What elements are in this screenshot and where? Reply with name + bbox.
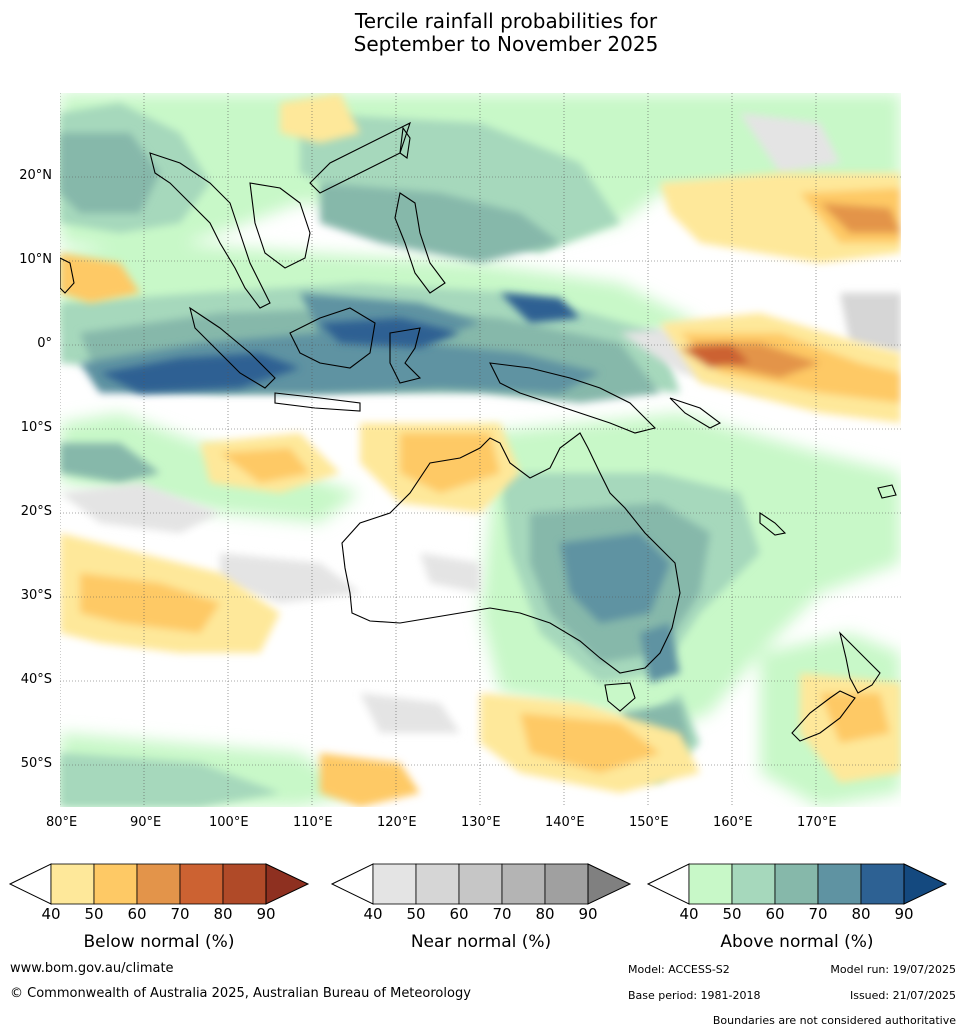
sumatra-coastline (189, 306, 276, 389)
solomon-islands (669, 397, 722, 429)
sulawesi-coastline (389, 327, 422, 384)
near-tick-90: 90 (578, 905, 598, 923)
lat-label-20n: 20°N (19, 168, 52, 183)
fiji (877, 484, 897, 499)
se-asia-coastline (149, 152, 271, 309)
model-text: Model: ACCESS-S2 (628, 963, 730, 976)
base-period-text: Base period: 1981-2018 (628, 989, 761, 1002)
below-tick-70: 70 (170, 905, 190, 923)
new-zealand-south-island (791, 690, 856, 742)
new-zealand-north-island (839, 631, 881, 694)
colorbar-below-normal (8, 862, 310, 912)
sri-lanka-coastline (60, 257, 75, 294)
above-tick-80: 80 (851, 905, 871, 923)
above-tick-60: 60 (765, 905, 785, 923)
colorbar-near-normal (330, 862, 632, 912)
title-line-2: September to November 2025 (353, 32, 659, 56)
lat-label-0: 0° (37, 336, 52, 351)
colorbar-above-normal (646, 862, 948, 912)
below-tick-50: 50 (84, 905, 104, 923)
near-normal-title: Near normal (%) (410, 932, 552, 952)
lat-label-20s: 20°S (20, 504, 52, 519)
graticule (60, 93, 901, 807)
taiwan-coastline (399, 126, 411, 159)
lon-label-90e: 90°E (130, 815, 162, 830)
rainfall-probability-map (60, 93, 901, 807)
above-tick-40: 40 (679, 905, 699, 923)
map-title: Tercile rainfall probabilities for Septe… (0, 10, 965, 56)
china-coastline (309, 121, 411, 194)
near-tick-50: 50 (406, 905, 426, 923)
above-normal-title: Above normal (%) (720, 932, 874, 952)
below-tick-60: 60 (127, 905, 147, 923)
lon-label-100e: 100°E (209, 815, 249, 830)
title-line-1: Tercile rainfall probabilities for (354, 9, 658, 33)
disclaimer-text: Boundaries are not considered authoritat… (712, 1014, 956, 1027)
indochina-coastline (249, 182, 311, 269)
lon-label-120e: 120°E (377, 815, 417, 830)
lon-label-150e: 150°E (629, 815, 669, 830)
below-tick-90: 90 (256, 905, 276, 923)
model-run-text: Model run: 19/07/2025 (830, 963, 956, 976)
copyright-text: © Commonwealth of Australia 2025, Austra… (10, 986, 471, 1001)
lon-label-170e: 170°E (797, 815, 837, 830)
new-guinea-coastline (489, 362, 657, 434)
lon-label-130e: 130°E (461, 815, 501, 830)
below-normal-title: Below normal (%) (83, 932, 235, 952)
lon-label-80e: 80°E (46, 815, 78, 830)
near-tick-70: 70 (492, 905, 512, 923)
lat-label-30s: 30°S (20, 588, 52, 603)
below-normal-field (60, 93, 901, 807)
near-tick-40: 40 (363, 905, 383, 923)
lat-label-40s: 40°S (20, 672, 52, 687)
tasmania-coastline (604, 682, 636, 712)
colorbar-near-normal-svg (330, 863, 632, 905)
java-coastline (274, 392, 361, 412)
coastlines (60, 121, 897, 742)
lat-label-10s: 10°S (20, 420, 52, 435)
lat-label-50s: 50°S (20, 756, 52, 771)
above-tick-90: 90 (894, 905, 914, 923)
lat-label-10n: 10°N (19, 252, 52, 267)
colorbar-above-normal-svg (646, 863, 948, 905)
below-tick-40: 40 (41, 905, 61, 923)
near-tick-60: 60 (449, 905, 469, 923)
below-tick-80: 80 (213, 905, 233, 923)
near-tick-80: 80 (535, 905, 555, 923)
above-tick-70: 70 (808, 905, 828, 923)
new-caledonia (759, 511, 787, 536)
issued-text: Issued: 21/07/2025 (849, 989, 956, 1002)
lon-label-140e: 140°E (545, 815, 585, 830)
colorbar-below-normal-svg (8, 863, 310, 905)
above-tick-50: 50 (722, 905, 742, 923)
australia-coastline (341, 432, 681, 674)
map-svg (60, 93, 901, 807)
lon-label-160e: 160°E (713, 815, 753, 830)
lon-label-110e: 110°E (293, 815, 333, 830)
website-link[interactable]: www.bom.gov.au/climate (10, 961, 174, 976)
borneo-coastline (289, 307, 376, 369)
philippines-coastline (394, 192, 446, 294)
